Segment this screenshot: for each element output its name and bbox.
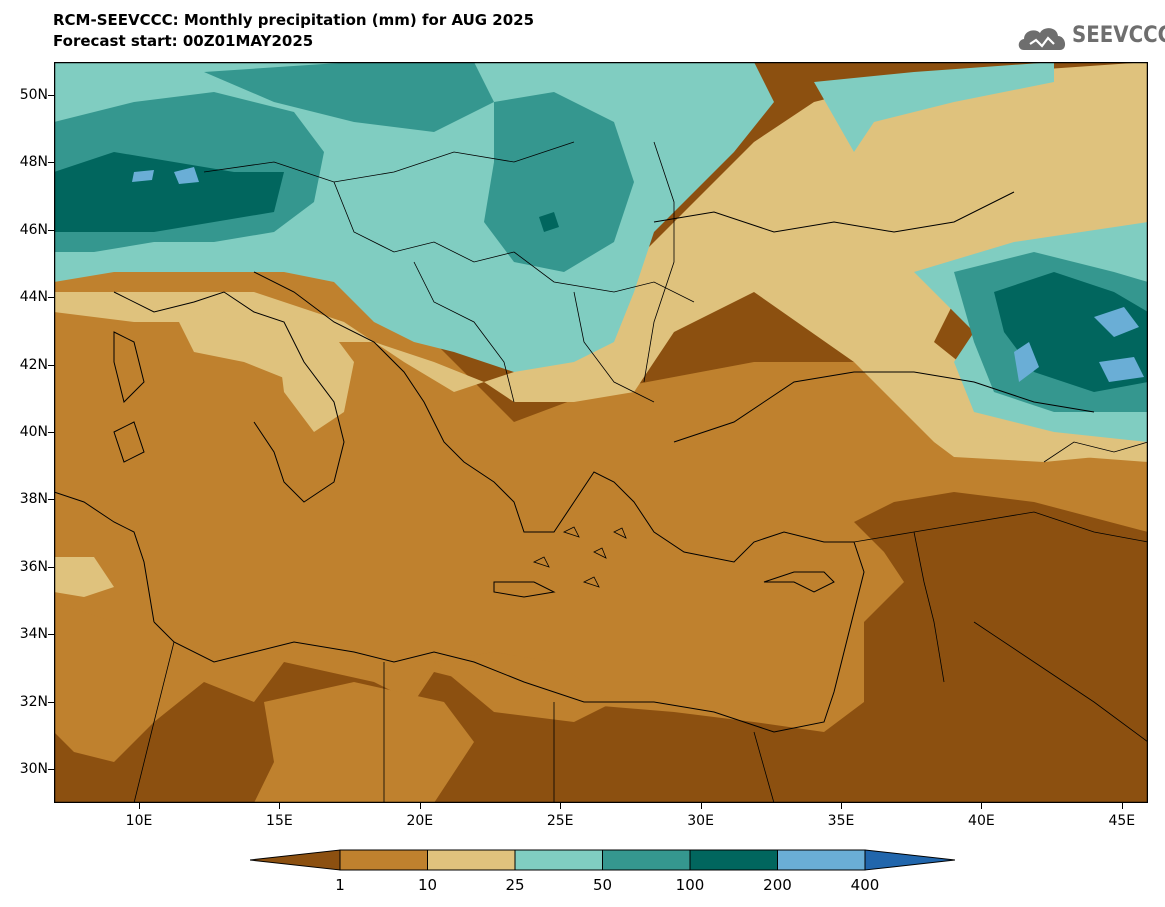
cloud-icon [1018, 28, 1066, 50]
precip-band-200-400-carp [539, 212, 559, 232]
precip-band-200-400-alps [54, 152, 284, 232]
latitude-label: 30N [19, 761, 48, 777]
latitude-tick [48, 432, 54, 433]
legend-swatch-above-400 [864, 849, 955, 871]
precip-band-25-50-tunisia [54, 557, 114, 597]
longitude-tick [981, 803, 983, 809]
longitude-tick [1121, 803, 1123, 809]
latitude-tick [48, 95, 54, 96]
latitude-tick [48, 364, 54, 366]
latitude-label: 48N [19, 154, 48, 171]
longitude-label: 25E [546, 813, 574, 829]
latitude-label: 32N [19, 693, 48, 710]
precip-band-400-plus-alps [132, 167, 199, 184]
latitude-tick [48, 499, 54, 501]
latitude-tick [48, 701, 54, 703]
logo-text: SEEVCCC [1072, 23, 1165, 48]
latitude-label: 42N [19, 356, 48, 373]
longitude-tick [841, 803, 842, 809]
title-line-2: Forecast start: 00Z01MAY2025 [53, 32, 314, 50]
latitude-label: 40N [19, 424, 48, 440]
precip-band-10-25-coast [434, 652, 614, 722]
legend-swatch [777, 849, 866, 871]
legend-swatch-below-1 [250, 849, 341, 871]
latitude-label: 44N [19, 289, 48, 306]
latitude-label: 46N [19, 221, 48, 238]
longitude-tick [560, 803, 562, 809]
longitude-tick [139, 803, 140, 809]
precip-band-100-200-north [204, 62, 494, 132]
legend-swatch [427, 849, 516, 871]
latitude-tick [48, 229, 54, 231]
colorbar-legend [250, 849, 955, 871]
precip-band-10-25-west [54, 522, 184, 622]
legend-swatch [339, 849, 428, 871]
latitude-tick [48, 566, 54, 568]
legend-threshold-label: 100 [675, 876, 705, 894]
longitude-tick [419, 803, 421, 809]
latitude-label: 50N [19, 87, 48, 103]
longitude-label: 10E [125, 813, 153, 829]
longitude-label: 45E [1108, 813, 1136, 829]
legend-threshold-label: 10 [417, 876, 438, 894]
latitude-tick [48, 634, 54, 636]
legend-threshold-label: 400 [850, 876, 880, 894]
latitude-label: 34N [19, 626, 48, 643]
coastlines [54, 191, 1095, 733]
precip-band-50-100-ukraine [814, 62, 1054, 152]
precip-band-10-25-libya [254, 682, 474, 803]
legend-swatch [514, 849, 603, 871]
map-frame [54, 62, 1148, 803]
longitude-tick [279, 803, 281, 809]
longitude-label: 30E [687, 813, 714, 829]
precipitation-map [54, 62, 1148, 803]
longitude-label: 40E [968, 813, 995, 829]
legend-threshold-label: 1 [335, 876, 345, 894]
legend-swatch [602, 849, 691, 871]
longitude-label: 15E [266, 813, 293, 829]
latitude-tick [48, 769, 54, 770]
seevccc-logo: SEEVCCC [1016, 20, 1165, 56]
map-title: RCM-SEEVCCC: Monthly precipitation (mm) … [53, 10, 534, 52]
latitude-label: 38N [19, 491, 48, 508]
precip-band-100-200-carpathians [484, 92, 634, 272]
legend-threshold-label: 200 [763, 876, 792, 894]
legend-swatch [689, 849, 778, 871]
latitude-tick [48, 162, 54, 164]
precip-band-25-50-adriatic [174, 312, 314, 382]
aegean-islands [532, 526, 627, 588]
legend-threshold-label: 50 [592, 876, 613, 894]
title-line-1: RCM-SEEVCCC: Monthly precipitation (mm) … [53, 11, 535, 29]
precip-band-400-plus-caucasus [1014, 307, 1144, 382]
country-borders [133, 141, 1148, 803]
longitude-tick [700, 803, 702, 809]
latitude-label: 36N [19, 558, 48, 575]
longitude-label: 20E [406, 813, 434, 829]
latitude-tick [48, 297, 54, 299]
precip-band-25-50 [54, 62, 1148, 462]
legend-threshold-label: 25 [505, 876, 525, 894]
longitude-label: 35E [827, 813, 855, 829]
